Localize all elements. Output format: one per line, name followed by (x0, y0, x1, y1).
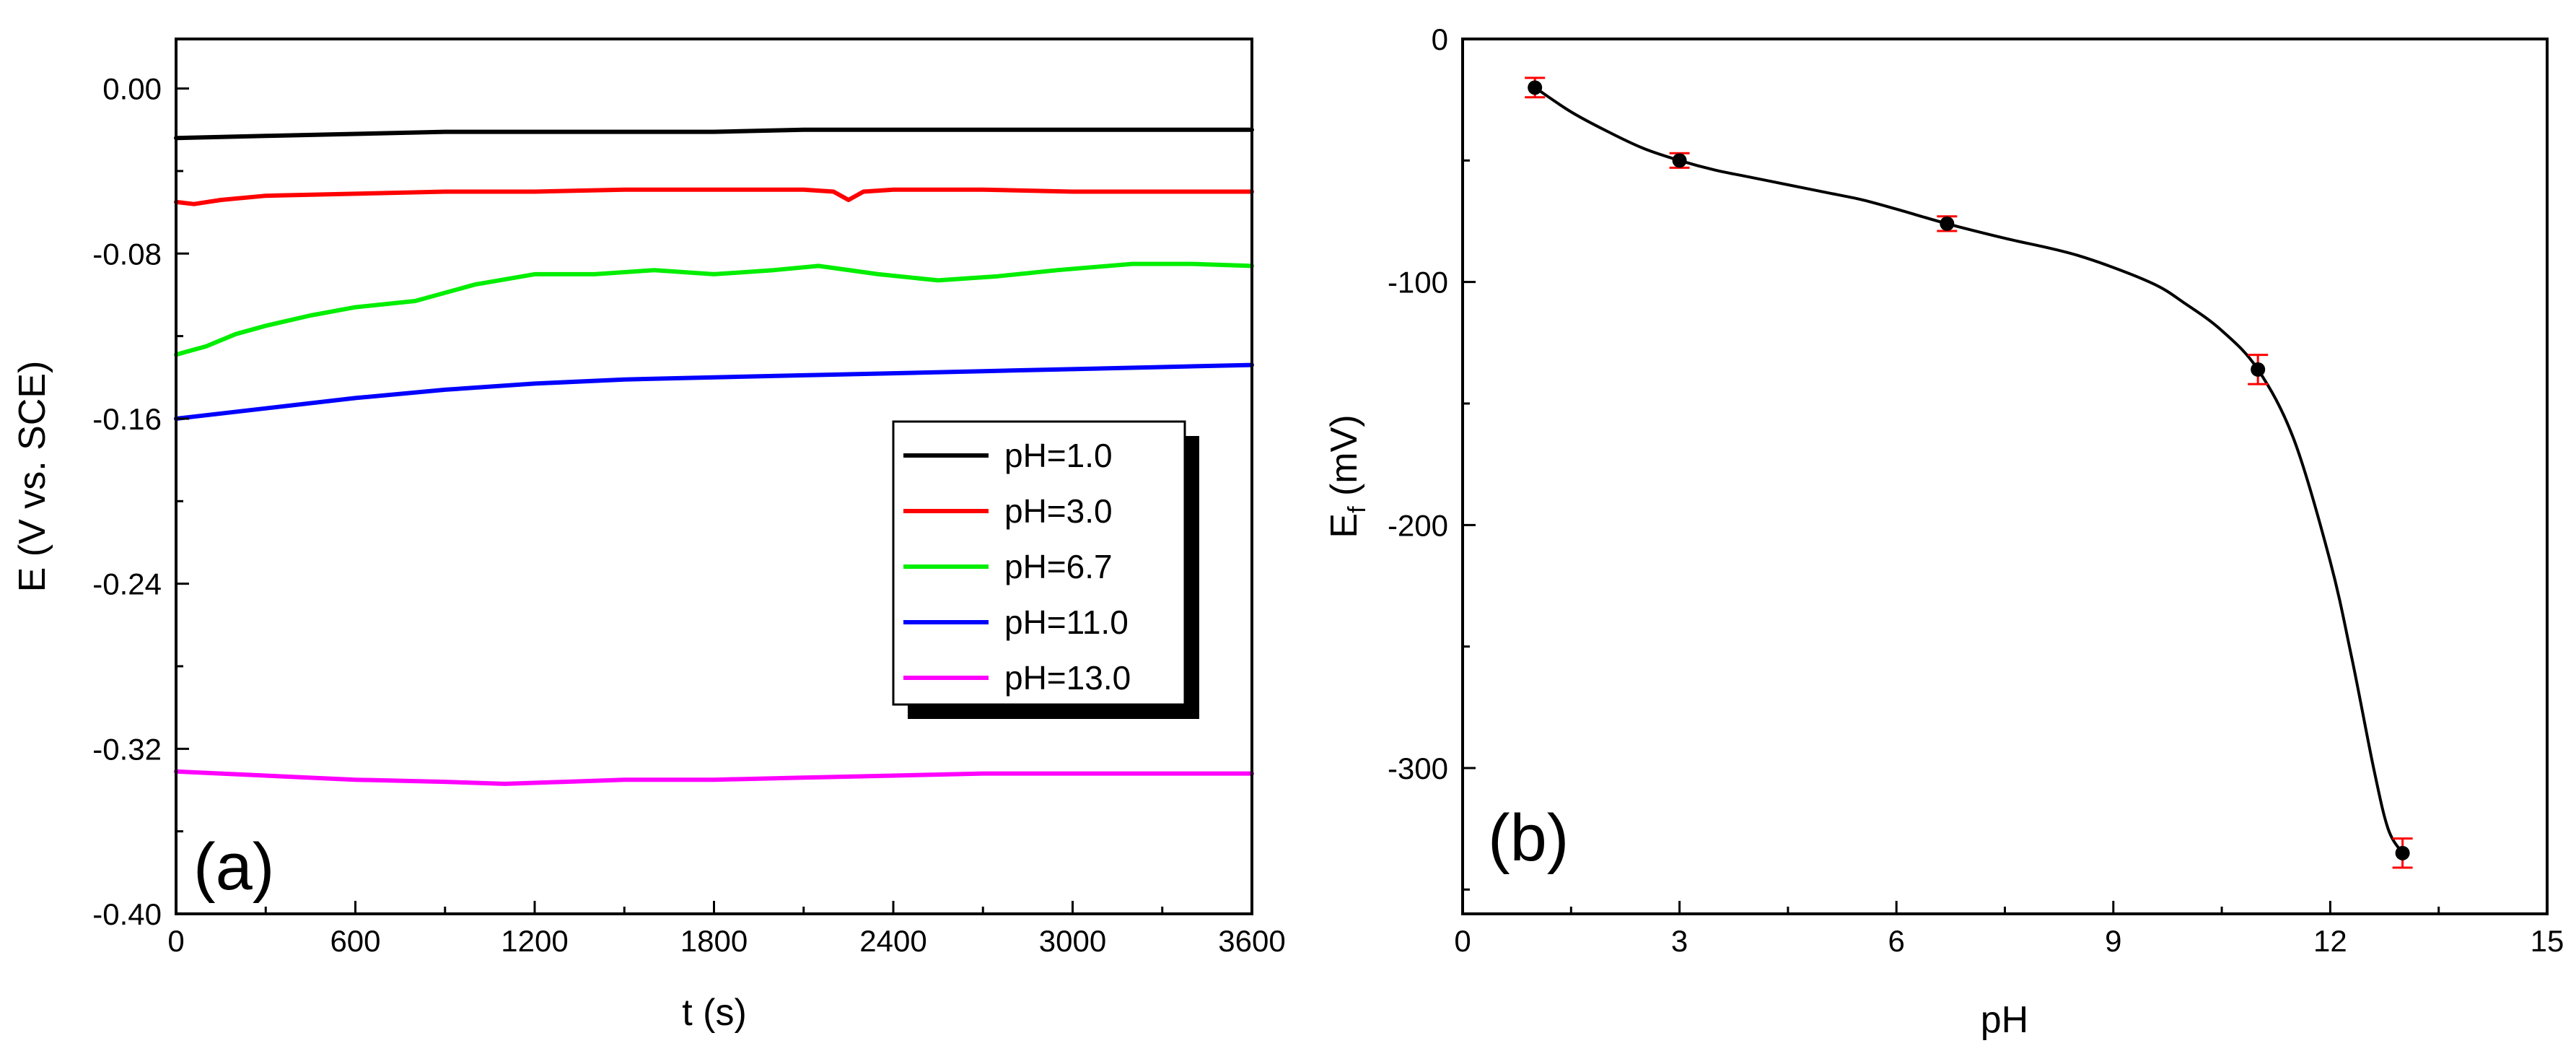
y-tick-label-0-08: -0.08 (92, 237, 162, 271)
y-tick-label-300: -300 (1388, 751, 1448, 785)
fit-curve (1534, 86, 2404, 854)
x-tick-label-0: 0 (167, 924, 184, 958)
legend-label-ph-13-0: pH=13.0 (1004, 659, 1131, 697)
panel-a-line-chart: 0 600 1200 1800 2400 3000 3600 0.00 -0.08 -0.16 -0… (12, 38, 1286, 1034)
y-tick-label-0-32: -0.32 (92, 732, 162, 766)
panel-b-plot-frame (1461, 38, 2549, 915)
panel-a-tag: (a) (193, 830, 274, 904)
panel-b-ticks: 0 3 6 9 12 15 0 -100 -200 -300 (1388, 22, 2564, 958)
x-tick-label-15: 15 (2531, 924, 2564, 958)
series-line-ph-11-0 (174, 362, 1254, 421)
legend-label-ph-1-0: pH=1.0 (1004, 437, 1113, 474)
x-tick-label-12: 12 (2313, 924, 2347, 958)
panel-b-tag: (b) (1488, 801, 1569, 875)
y-tick-label-200: -200 (1388, 508, 1448, 542)
y-tick-label-0-40: -0.40 (92, 897, 162, 931)
data-point-ph-3-0 (1672, 153, 1687, 168)
x-tick-label-1200: 1200 (501, 924, 568, 958)
panel-b-y-axis-title: Ef (mV) (1323, 414, 1371, 538)
x-tick-label-3: 3 (1671, 924, 1688, 958)
panel-b-x-axis-title: pH (1981, 999, 2028, 1041)
x-tick-label-600: 600 (330, 924, 380, 958)
panel-b-scatter-chart: 0 3 6 9 12 15 0 -100 -200 -300 (b) pH Ef (mV) (1323, 22, 2564, 1041)
y-tick-label-0-24: -0.24 (92, 567, 162, 601)
panel-b-series-group (1525, 77, 2413, 869)
y-tick-label-100: -100 (1388, 266, 1448, 300)
x-tick-label-1800: 1800 (680, 924, 748, 958)
panel-a-ticks: 0 600 1200 1800 2400 3000 3600 0.00 -0.08 -0.16 -0… (92, 72, 1285, 958)
series-line-ph-13-0 (174, 769, 1254, 786)
legend-label-ph-6-7: pH=6.7 (1004, 548, 1113, 585)
x-tick-label-2400: 2400 (859, 924, 926, 958)
x-tick-label-3000: 3000 (1039, 924, 1106, 958)
data-point-ph-11-0 (2251, 362, 2266, 377)
panel-a-y-axis-title: E (V vs. SCE) (12, 361, 53, 593)
data-point-ph-6-7 (1940, 216, 1955, 231)
x-tick-label-0: 0 (1454, 924, 1471, 958)
panel-a-legend: pH=1.0 pH=3.0 pH=6.7 pH=11.0 pH=13.0 (892, 420, 1199, 719)
data-point-ph-13-0 (2395, 845, 2410, 860)
x-tick-label-9: 9 (2105, 924, 2121, 958)
y-title-unit: (mV) (1323, 414, 1365, 506)
series-line-ph-1-0 (174, 127, 1254, 141)
y-tick-label-0-00: 0.00 (102, 72, 162, 106)
y-title-symbol: E (1323, 513, 1365, 538)
y-title-subscript: f (1344, 506, 1371, 513)
y-tick-label-0: 0 (1432, 22, 1448, 56)
panel-a-series-group (174, 127, 1254, 786)
panel-a-x-axis-title: t (s) (682, 992, 747, 1034)
legend-box (892, 420, 1186, 706)
x-tick-label-6: 6 (1888, 924, 1905, 958)
legend-label-ph-11-0: pH=11.0 (1004, 603, 1129, 641)
legend-label-ph-3-0: pH=3.0 (1004, 492, 1113, 530)
y-tick-label-0-16: -0.16 (92, 402, 162, 436)
data-point-ph-1-0 (1528, 80, 1543, 95)
series-line-ph-6-7 (174, 261, 1254, 357)
x-tick-label-3600: 3600 (1218, 924, 1285, 958)
series-line-ph-3-0 (174, 187, 1254, 206)
